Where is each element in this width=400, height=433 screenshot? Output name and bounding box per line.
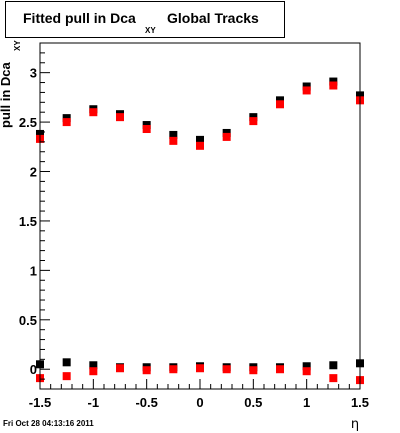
chart-title-subscript: XY — [145, 26, 156, 35]
data-point — [116, 364, 124, 373]
y-axis-label: pull in Dca — [0, 62, 13, 129]
x-tick-label: 0.5 — [244, 395, 262, 410]
data-marks — [36, 77, 364, 385]
x-tick-label: 1 — [303, 395, 310, 410]
data-point — [249, 366, 258, 375]
data-point — [62, 358, 71, 367]
x-tick-label: -1.5 — [29, 395, 51, 410]
data-point — [89, 361, 98, 370]
data-point — [196, 135, 204, 144]
data-point — [62, 118, 71, 127]
x-tick-label: 1.5 — [351, 395, 369, 410]
data-point — [169, 136, 178, 145]
data-point — [62, 372, 71, 381]
tick-labels: -1.5 -1 -0.5 0 0.5 1 1.5 0 0.5 1 1.5 2 2.5 3 — [19, 66, 369, 410]
x-tick-label: -0.5 — [135, 395, 157, 410]
data-point — [196, 141, 204, 150]
data-point — [329, 361, 338, 370]
data-point — [329, 81, 338, 90]
data-point — [196, 364, 204, 373]
y-tick-label: 0.5 — [19, 313, 37, 328]
data-point — [89, 108, 98, 117]
data-point — [276, 100, 284, 109]
chart-title-suffix: Global Tracks — [167, 10, 259, 26]
x-tick-label: -1 — [88, 395, 100, 410]
data-point — [249, 117, 258, 126]
data-point — [302, 367, 311, 376]
y-tick-label: 2.5 — [19, 115, 37, 130]
y-tick-label: 0 — [30, 362, 37, 377]
data-point — [116, 113, 124, 122]
y-tick-label: 1 — [30, 263, 37, 278]
data-point — [302, 86, 311, 95]
x-tick-label: 0 — [196, 395, 203, 410]
y-tick-label: 1.5 — [19, 214, 37, 229]
data-point — [222, 132, 231, 141]
data-point — [142, 366, 151, 375]
y-tick-label: 3 — [30, 66, 37, 81]
data-point — [169, 130, 178, 139]
chart-title-box: Fitted pull in Dca XY Global Tracks — [5, 1, 285, 38]
y-axis-label-subscript: XY — [13, 40, 22, 51]
y-tick-label: 2 — [30, 165, 37, 180]
plot-frame — [39, 42, 361, 390]
data-point — [302, 362, 311, 371]
data-point — [142, 125, 151, 134]
data-point — [329, 374, 338, 383]
data-point — [89, 367, 98, 376]
chart-title-main: Fitted pull in Dca — [23, 10, 136, 26]
data-point — [222, 365, 231, 374]
data-point — [169, 365, 178, 374]
axis-ticks — [39, 42, 361, 389]
footer-timestamp: Fri Oct 28 04:13:16 2011 — [3, 419, 94, 428]
data-point — [276, 365, 284, 374]
x-axis-label: η — [351, 417, 359, 432]
